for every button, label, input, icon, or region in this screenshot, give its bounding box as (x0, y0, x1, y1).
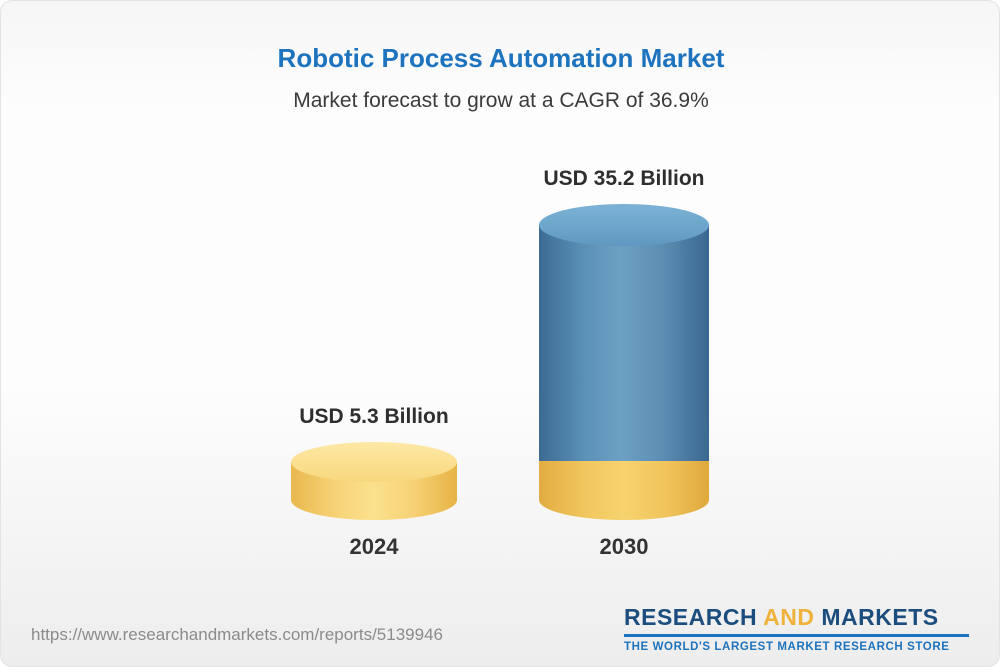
x-axis-label-2030: 2030 (599, 534, 649, 559)
bar-2030-top-ellipse (539, 204, 709, 246)
bar-2030-cylinder (539, 204, 709, 520)
bar-value-label-2030: USD 35.2 Billion (543, 167, 705, 190)
logo-word-and: AND (763, 604, 815, 630)
x-axis-label-2024: 2024 (349, 534, 399, 559)
report-url: https://www.researchandmarkets.com/repor… (31, 625, 443, 644)
research-and-markets-logo: RESEARCH AND MARKETS THE WORLD'S LARGEST… (624, 604, 969, 653)
logo-tagline: THE WORLD'S LARGEST MARKET RESEARCH STOR… (624, 641, 950, 653)
chart-subtitle: Market forecast to grow at a CAGR of 36.… (293, 89, 709, 112)
logo-word-markets: MARKETS (821, 604, 939, 630)
logo-word-research: RESEARCH (624, 604, 758, 630)
bar-2024-top-ellipse (291, 442, 457, 482)
bar-2030-base-band (539, 461, 709, 520)
bar-2030-body (539, 225, 709, 462)
chart-title: Robotic Process Automation Market (277, 43, 725, 73)
logo-wordmark: RESEARCH AND MARKETS (624, 604, 969, 631)
bar-2024-cylinder (291, 442, 457, 520)
bar-value-label-2024: USD 5.3 Billion (299, 405, 449, 428)
logo-divider-rule (624, 634, 969, 637)
